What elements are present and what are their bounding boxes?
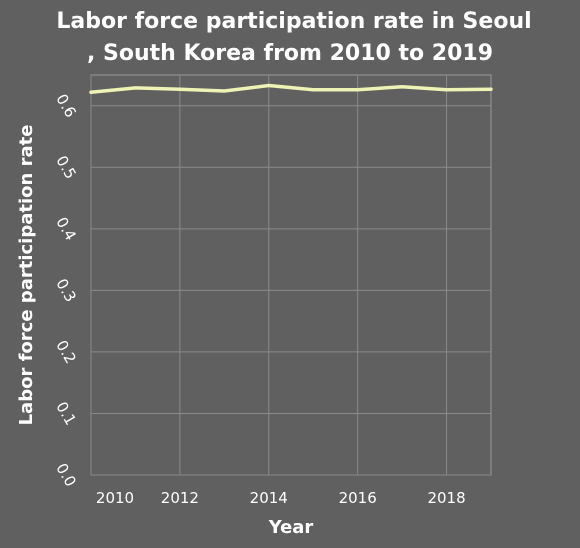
x-tick-label: 2016 <box>339 489 377 507</box>
x-tick-label: 2012 <box>161 489 199 507</box>
y-tick-label: 0.3 <box>52 276 80 306</box>
x-tick-labels: 2010 2012 2014 2016 2018 <box>96 489 466 507</box>
series-layer <box>89 83 493 94</box>
plot-area <box>90 74 492 476</box>
x-tick-label: 2014 <box>250 489 288 507</box>
y-axis-label: Labor force participation rate <box>16 125 37 426</box>
series-line <box>89 83 493 94</box>
chart-title-line-1: Labor force participation rate in Seoul <box>56 9 531 34</box>
y-tick-label: 0.4 <box>52 214 80 244</box>
x-axis-label: Year <box>268 517 314 538</box>
x-tick-label: 2018 <box>427 489 465 507</box>
y-tick-label: 0.6 <box>52 91 80 121</box>
y-tick-label: 0.1 <box>52 399 80 429</box>
y-tick-label: 0.0 <box>52 460 80 490</box>
y-tick-label: 0.2 <box>52 337 80 367</box>
chart-title-line-2: , South Korea from 2010 to 2019 <box>87 41 493 66</box>
y-tick-labels: 0.0 0.1 0.2 0.3 0.4 0.5 0.6 <box>52 91 80 490</box>
y-tick-label: 0.5 <box>52 152 80 182</box>
grid-lines <box>90 75 491 476</box>
x-tick-label: 2010 <box>96 489 134 507</box>
